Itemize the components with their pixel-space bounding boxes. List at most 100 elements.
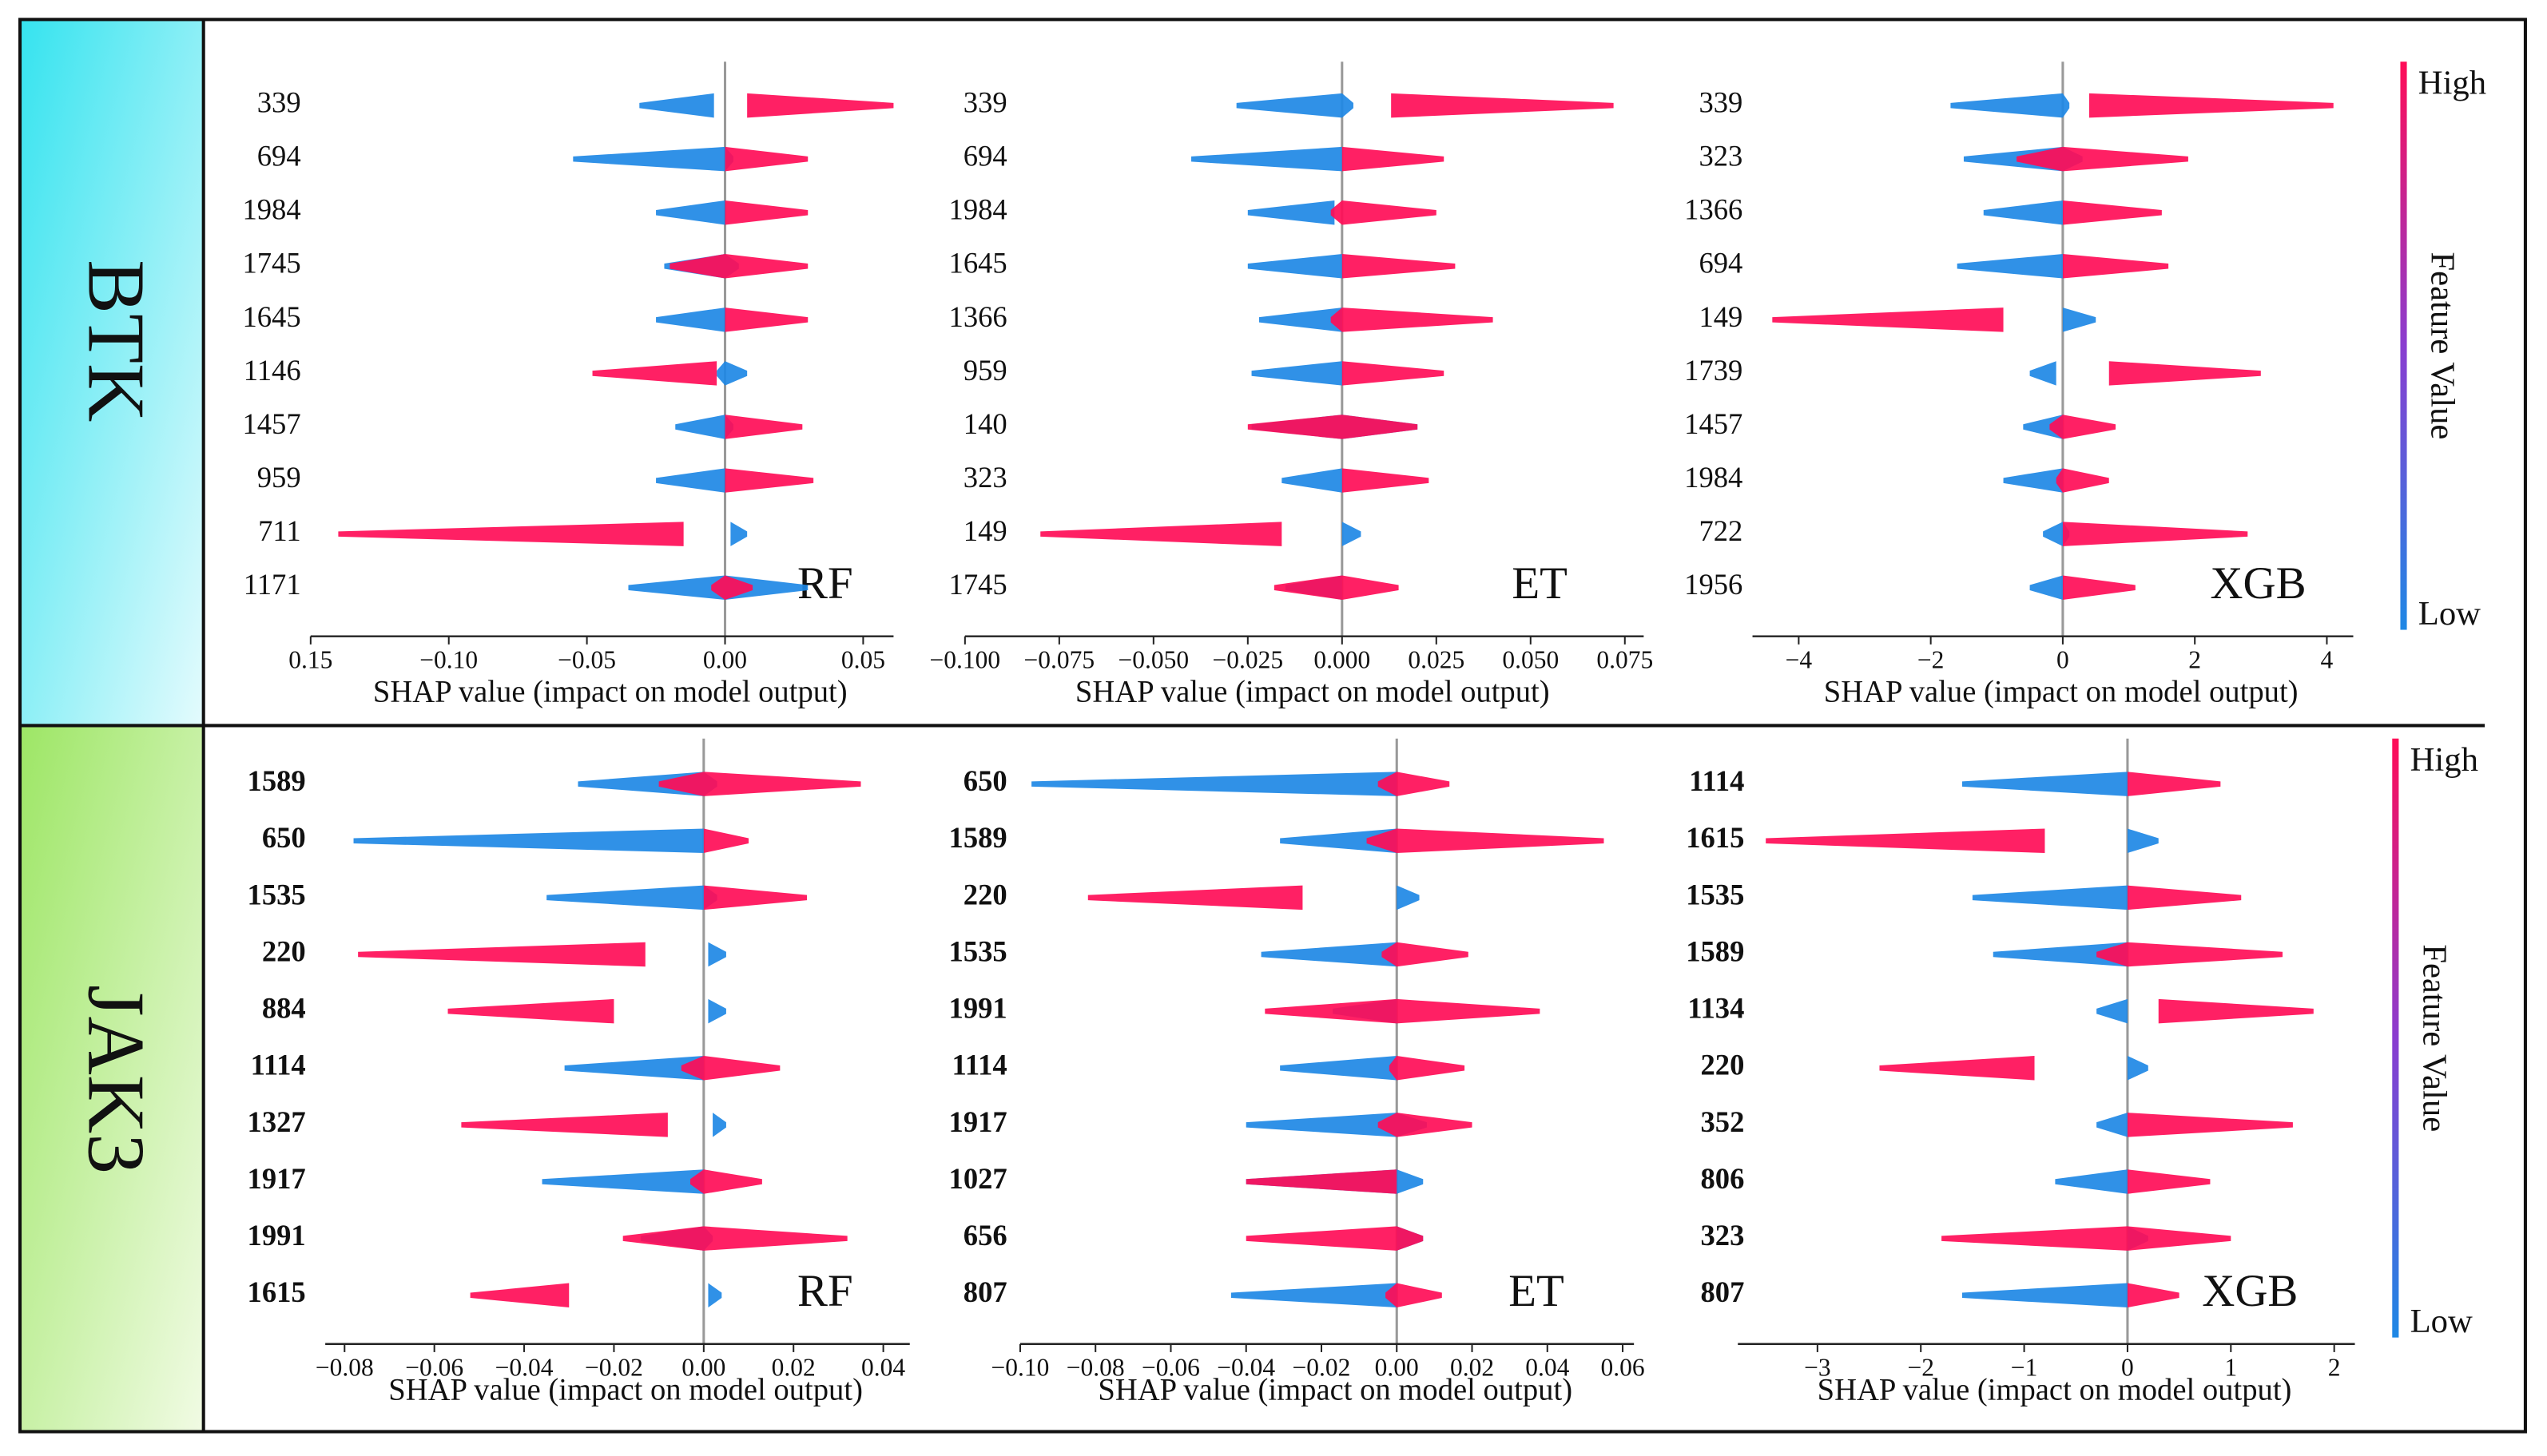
x-tick-label: −0.10: [991, 1354, 1050, 1382]
feature-label: 323: [1699, 140, 1742, 173]
x-tick-label: −0.06: [405, 1354, 463, 1382]
swarm: [725, 200, 809, 225]
feature-label: 1457: [1684, 407, 1742, 440]
swarm: [2158, 998, 2314, 1024]
x-tick-label: 0.02: [1450, 1354, 1494, 1382]
swarm: [1031, 772, 1397, 796]
feature-label: 1745: [949, 568, 1007, 601]
swarm: [708, 1283, 722, 1308]
x-tick-label: 0.04: [1525, 1354, 1569, 1382]
feature-label: 1917: [949, 1105, 1007, 1138]
swarm: [708, 942, 726, 967]
swarm: [1766, 828, 2045, 853]
swarm: [1251, 361, 1342, 386]
swarm: [1941, 1226, 2231, 1251]
x-tick-label: 0.025: [1408, 645, 1464, 673]
group-label: JAK3: [71, 985, 161, 1174]
colorbar-label: Feature Value: [2423, 252, 2461, 439]
x-tick-label: 0.06: [1600, 1354, 1644, 1382]
x-tick-label: 0.075: [1596, 645, 1653, 673]
model-label: XGB: [2210, 558, 2306, 609]
swarm: [2023, 415, 2063, 439]
feature-label: 1171: [244, 568, 301, 601]
feature-label: 1615: [248, 1275, 306, 1308]
swarm: [2017, 146, 2188, 172]
swarm: [1341, 468, 1429, 493]
feature-label: 694: [257, 140, 301, 173]
colorbar: [2392, 738, 2399, 1338]
x-tick-label: 0: [2121, 1354, 2134, 1382]
swarm: [2056, 468, 2109, 493]
feature-label: 1366: [1684, 193, 1742, 226]
x-tick-label: 0.000: [1313, 645, 1370, 673]
colorbar-low: Low: [2410, 1303, 2473, 1340]
swarm: [542, 1169, 704, 1194]
x-axis-label: SHAP value (impact on model output): [1098, 1374, 1572, 1407]
feature-label: 1114: [251, 1049, 306, 1081]
swarm: [1246, 1113, 1427, 1137]
model-label: ET: [1508, 1266, 1564, 1316]
feature-label: 220: [964, 878, 1007, 910]
feature-label: 806: [1701, 1162, 1745, 1195]
feature-label: 323: [1701, 1219, 1745, 1252]
feature-label: 694: [1699, 247, 1742, 280]
feature-label: 650: [262, 821, 306, 854]
swarm: [725, 468, 814, 493]
feature-label: 1146: [244, 354, 301, 387]
colorbar: [2400, 61, 2407, 630]
x-tick-label: −0.075: [1024, 645, 1095, 673]
colorbar-high: High: [2410, 741, 2478, 779]
swarm: [711, 575, 753, 600]
x-tick-label: −0.08: [316, 1354, 374, 1382]
swarm: [656, 307, 725, 332]
swarm: [2062, 575, 2136, 600]
feature-label: 1535: [1686, 878, 1744, 910]
x-tick-label: 0.050: [1502, 645, 1559, 673]
x-tick-label: 0.00: [681, 1354, 725, 1382]
swarm: [573, 146, 733, 172]
x-tick-label: 0.05: [841, 645, 885, 673]
x-axis-label: SHAP value (impact on model output): [1824, 676, 2299, 709]
x-tick-label: 2: [2188, 645, 2201, 673]
swarm: [2108, 361, 2261, 386]
x-tick-label: 0: [2056, 645, 2069, 673]
swarm: [1961, 772, 2128, 796]
colorbar-low: Low: [2418, 595, 2481, 633]
swarm: [1236, 93, 1353, 118]
feature-label: 1327: [248, 1105, 306, 1138]
feature-label: 149: [964, 514, 1007, 547]
model-label: RF: [797, 558, 853, 609]
x-tick-label: 0.00: [1375, 1354, 1419, 1382]
x-tick-label: 0.00: [703, 645, 747, 673]
swarm: [353, 828, 704, 853]
swarm: [639, 93, 714, 118]
feature-label: 1114: [1689, 764, 1744, 797]
feature-label: 339: [964, 85, 1007, 118]
swarm: [703, 885, 808, 910]
swarm: [1879, 1056, 2035, 1081]
swarm: [338, 522, 684, 546]
feature-label: 1984: [242, 193, 300, 226]
x-axis-label: SHAP value (impact on model output): [388, 1374, 863, 1407]
swarm: [2062, 522, 2248, 546]
swarm: [1366, 828, 1604, 853]
feature-label: 650: [964, 764, 1007, 797]
swarm: [1381, 942, 1468, 967]
feature-label: 1984: [949, 193, 1007, 226]
x-tick-label: −0.06: [1142, 1354, 1200, 1382]
feature-label: 1615: [1686, 821, 1744, 854]
swarm: [689, 1169, 762, 1194]
swarm: [2062, 200, 2162, 225]
swarm: [2127, 1169, 2211, 1194]
feature-label: 1991: [949, 992, 1007, 1025]
feature-label: 339: [257, 85, 301, 118]
feature-label: 1134: [1687, 992, 1744, 1025]
swarm: [2029, 575, 2063, 600]
swarm: [725, 415, 803, 439]
x-tick-label: −0.025: [1213, 645, 1284, 673]
swarm: [725, 146, 809, 172]
swarm: [1330, 200, 1436, 225]
x-tick-label: −0.050: [1119, 645, 1190, 673]
swarm: [703, 828, 749, 853]
swarm: [681, 1056, 781, 1081]
